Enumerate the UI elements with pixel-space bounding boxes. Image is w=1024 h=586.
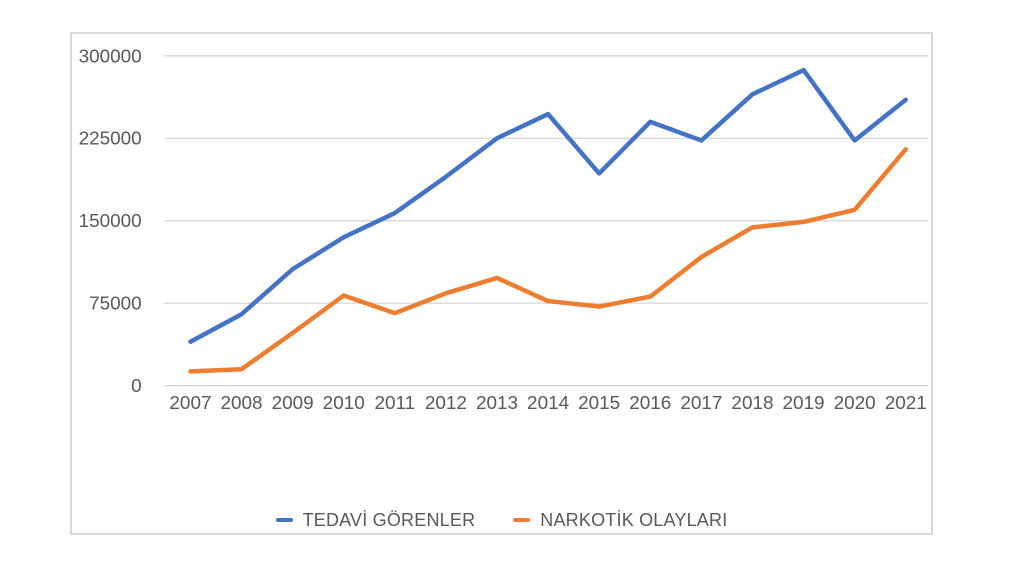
y-axis-tick-label: 75000 [89,294,142,315]
legend-label-tedavi-gorenler: TEDAVİ GÖRENLER [302,509,476,530]
y-axis-tick-label: 0 [131,376,142,397]
y-axis-tick-label: 300000 [79,46,142,67]
legend-item-narkotik-olaylari: NARKOTİK OLAYLARI [513,510,727,531]
x-axis-tick-label: 2016 [629,393,671,414]
y-axis-tick-label: 225000 [79,129,142,150]
chart-legend: TEDAVİ GÖRENLER NARKOTİK OLAYLARI [72,508,931,532]
x-axis-tick-label: 2021 [885,393,927,414]
y-axis-tick-label: 150000 [79,211,142,232]
legend-marker-line-icon [513,517,531,523]
x-axis-tick-label: 2007 [169,393,211,414]
legend-marker-line-icon [275,517,293,523]
x-axis-tick-label: 2009 [272,393,314,414]
x-axis-tick-label: 2015 [578,393,620,414]
x-axis-tick-label: 2013 [476,393,518,414]
series-line-1 [188,147,908,374]
x-axis-tick-label: 2019 [783,393,825,414]
x-axis-tick-label: 2018 [731,393,773,414]
x-axis-tick-label: 2011 [374,393,415,414]
series-line-0 [188,67,908,344]
x-axis-tick-label: 2014 [527,393,569,414]
legend-item-tedavi-gorenler: TEDAVİ GÖRENLER [275,509,476,531]
x-axis-tick-label: 2012 [425,393,467,414]
x-axis-tick-label: 2010 [323,393,365,414]
x-axis-tick-label: 2008 [221,393,263,414]
x-axis-tick-label: 2020 [834,393,876,414]
legend-label-narkotik-olaylari: NARKOTİK OLAYLARI [540,509,728,530]
line-chart-canvas: 0 75000 150000 225000 300000 2007 2008 2009 2010… [79,46,929,414]
chart-container: 0 75000 150000 225000 300000 2007 2008 2009 2010… [70,32,933,535]
x-axis-tick-label: 2017 [680,393,722,414]
